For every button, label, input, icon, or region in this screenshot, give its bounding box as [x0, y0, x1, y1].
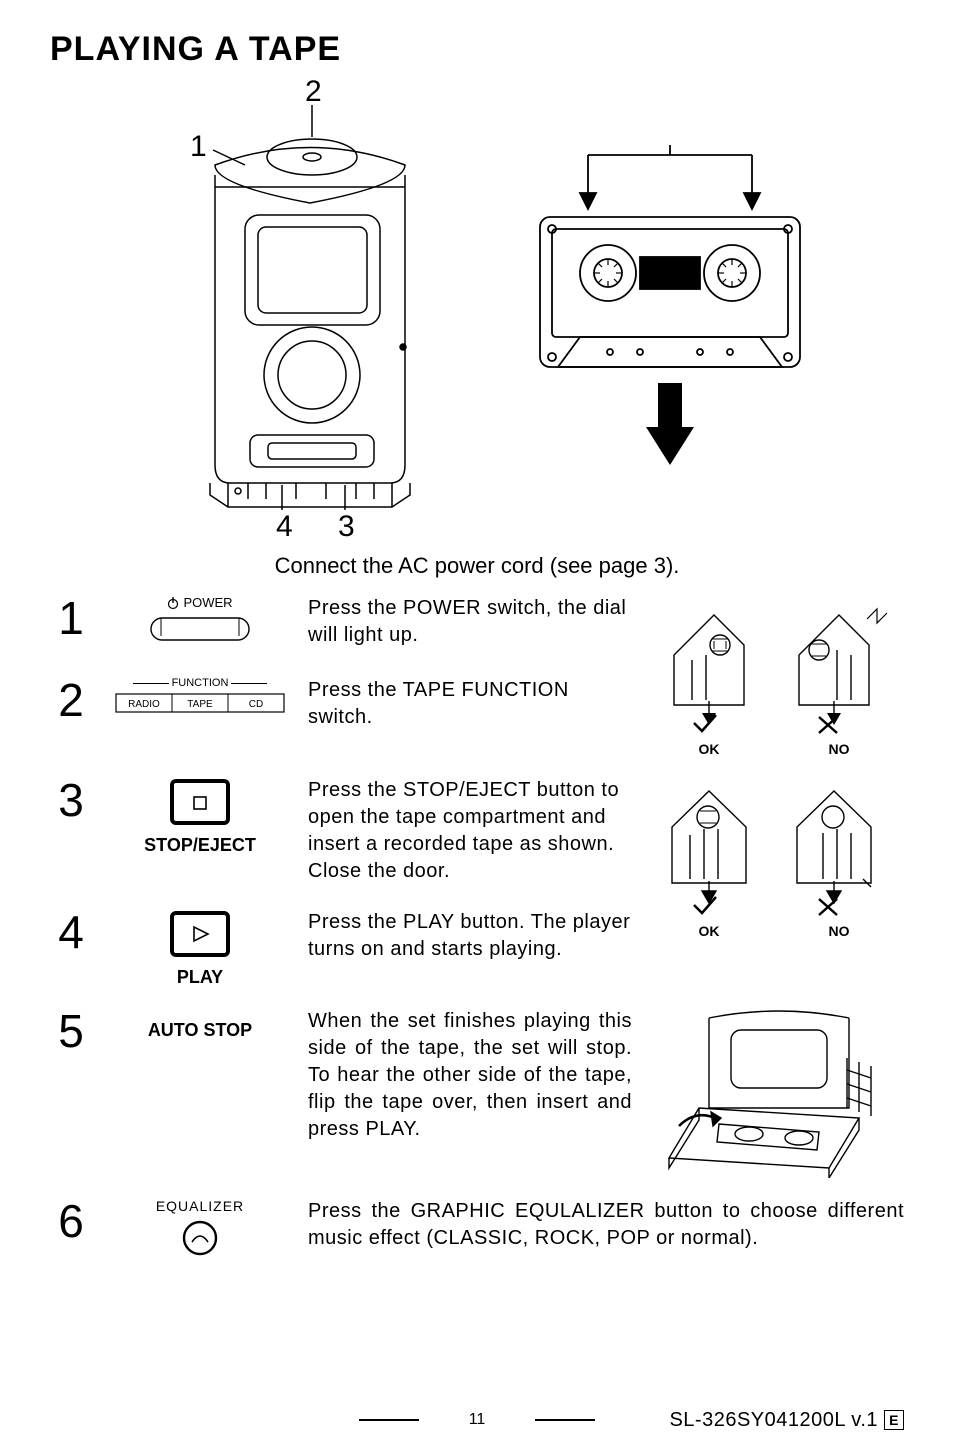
svg-text:CD: CD — [249, 699, 263, 710]
stop-eject-label: STOP/EJECT — [144, 835, 256, 856]
page-number: 11 — [469, 1411, 486, 1429]
power-label: POWER — [183, 595, 232, 610]
door-open-icon — [649, 1008, 899, 1178]
step-text: Press the POWER switch, the dial will li… — [308, 595, 632, 649]
footer-rule — [359, 1419, 419, 1421]
step-row: 5 AUTO STOP When the set finishes playin… — [50, 1008, 632, 1143]
hero-section: 2 1 3 4 — [50, 75, 904, 555]
no-label: NO — [829, 923, 850, 939]
step-number: 4 — [50, 909, 92, 955]
step-text: When the set finishes playing this side … — [308, 1008, 632, 1143]
step-icon: STOP/EJECT — [110, 777, 290, 856]
step-text: Press the STOP/EJECT button to open the … — [308, 777, 632, 885]
connect-instruction: Connect the AC power cord (see page 3). — [50, 553, 904, 579]
page-title: PLAYING A TAPE — [50, 30, 904, 69]
document-code: SL-326SY041200L v.1 E — [669, 1409, 904, 1432]
function-switch-icon: RADIO TAPE CD — [115, 693, 285, 715]
step-row: 4 PLAY Press the PLAY button. The player… — [50, 909, 632, 988]
step-text: Press the TAPE FUNCTION switch. — [308, 677, 632, 731]
hero-cassette — [510, 145, 830, 525]
auto-stop-label: AUTO STOP — [148, 1020, 252, 1041]
cassette-illustration — [510, 145, 830, 485]
okno-cassette-icon — [654, 777, 894, 917]
hero-device: 2 1 3 4 — [50, 75, 470, 555]
function-label: FUNCTION — [172, 677, 229, 689]
step-number: 2 — [50, 677, 92, 723]
svg-text:TAPE: TAPE — [187, 699, 213, 710]
power-icon — [167, 596, 179, 610]
step-text: Press the PLAY button. The player turns … — [308, 909, 632, 963]
cassette-orientation-1: OK NO — [644, 595, 904, 757]
step-icon: FUNCTION RADIO TAPE CD — [110, 677, 290, 715]
step-number: 6 — [50, 1198, 92, 1244]
step-row: 6 EQUALIZER Press the GRAPHIC EQULALIZER… — [50, 1198, 904, 1258]
step-icon: PLAY — [110, 909, 290, 988]
stop-eject-button-icon — [168, 777, 232, 831]
svg-text:RADIO: RADIO — [128, 699, 160, 710]
step-icon: AUTO STOP — [110, 1008, 290, 1041]
step-number: 3 — [50, 777, 92, 823]
step-row: 2 FUNCTION RADIO TAPE CD — [50, 677, 632, 731]
tape-door-illustration — [644, 1008, 904, 1178]
step-row: 1 POWER Press the POWER switch, the dial… — [50, 595, 632, 649]
okno-cassette-icon — [654, 595, 894, 735]
ok-label: OK — [699, 741, 720, 757]
lang-box: E — [884, 1410, 904, 1430]
cassette-orientation-2: OK NO — [644, 777, 904, 988]
page-footer: 11 SL-326SY041200L v.1 E — [0, 1411, 954, 1429]
play-button-icon — [168, 909, 232, 963]
steps-list: 1 POWER Press the POWER switch, the dial… — [50, 595, 904, 1258]
step-number: 5 — [50, 1008, 92, 1054]
footer-rule — [535, 1419, 595, 1421]
step-number: 1 — [50, 595, 92, 641]
ok-label: OK — [699, 923, 720, 939]
play-label: PLAY — [177, 967, 223, 988]
step-icon: POWER — [110, 595, 290, 646]
device-illustration — [50, 75, 470, 545]
equalizer-label: EQUALIZER — [156, 1198, 244, 1214]
no-label: NO — [829, 741, 850, 757]
power-button-icon — [145, 614, 255, 646]
step-icon: EQUALIZER — [110, 1198, 290, 1258]
doc-code-text: SL-326SY041200L v.1 — [669, 1409, 878, 1432]
step-text: Press the GRAPHIC EQULALIZER button to c… — [308, 1198, 904, 1252]
equalizer-button-icon — [180, 1218, 220, 1258]
step-row: 3 STOP/EJECT Press the STOP/EJECT button… — [50, 777, 632, 885]
